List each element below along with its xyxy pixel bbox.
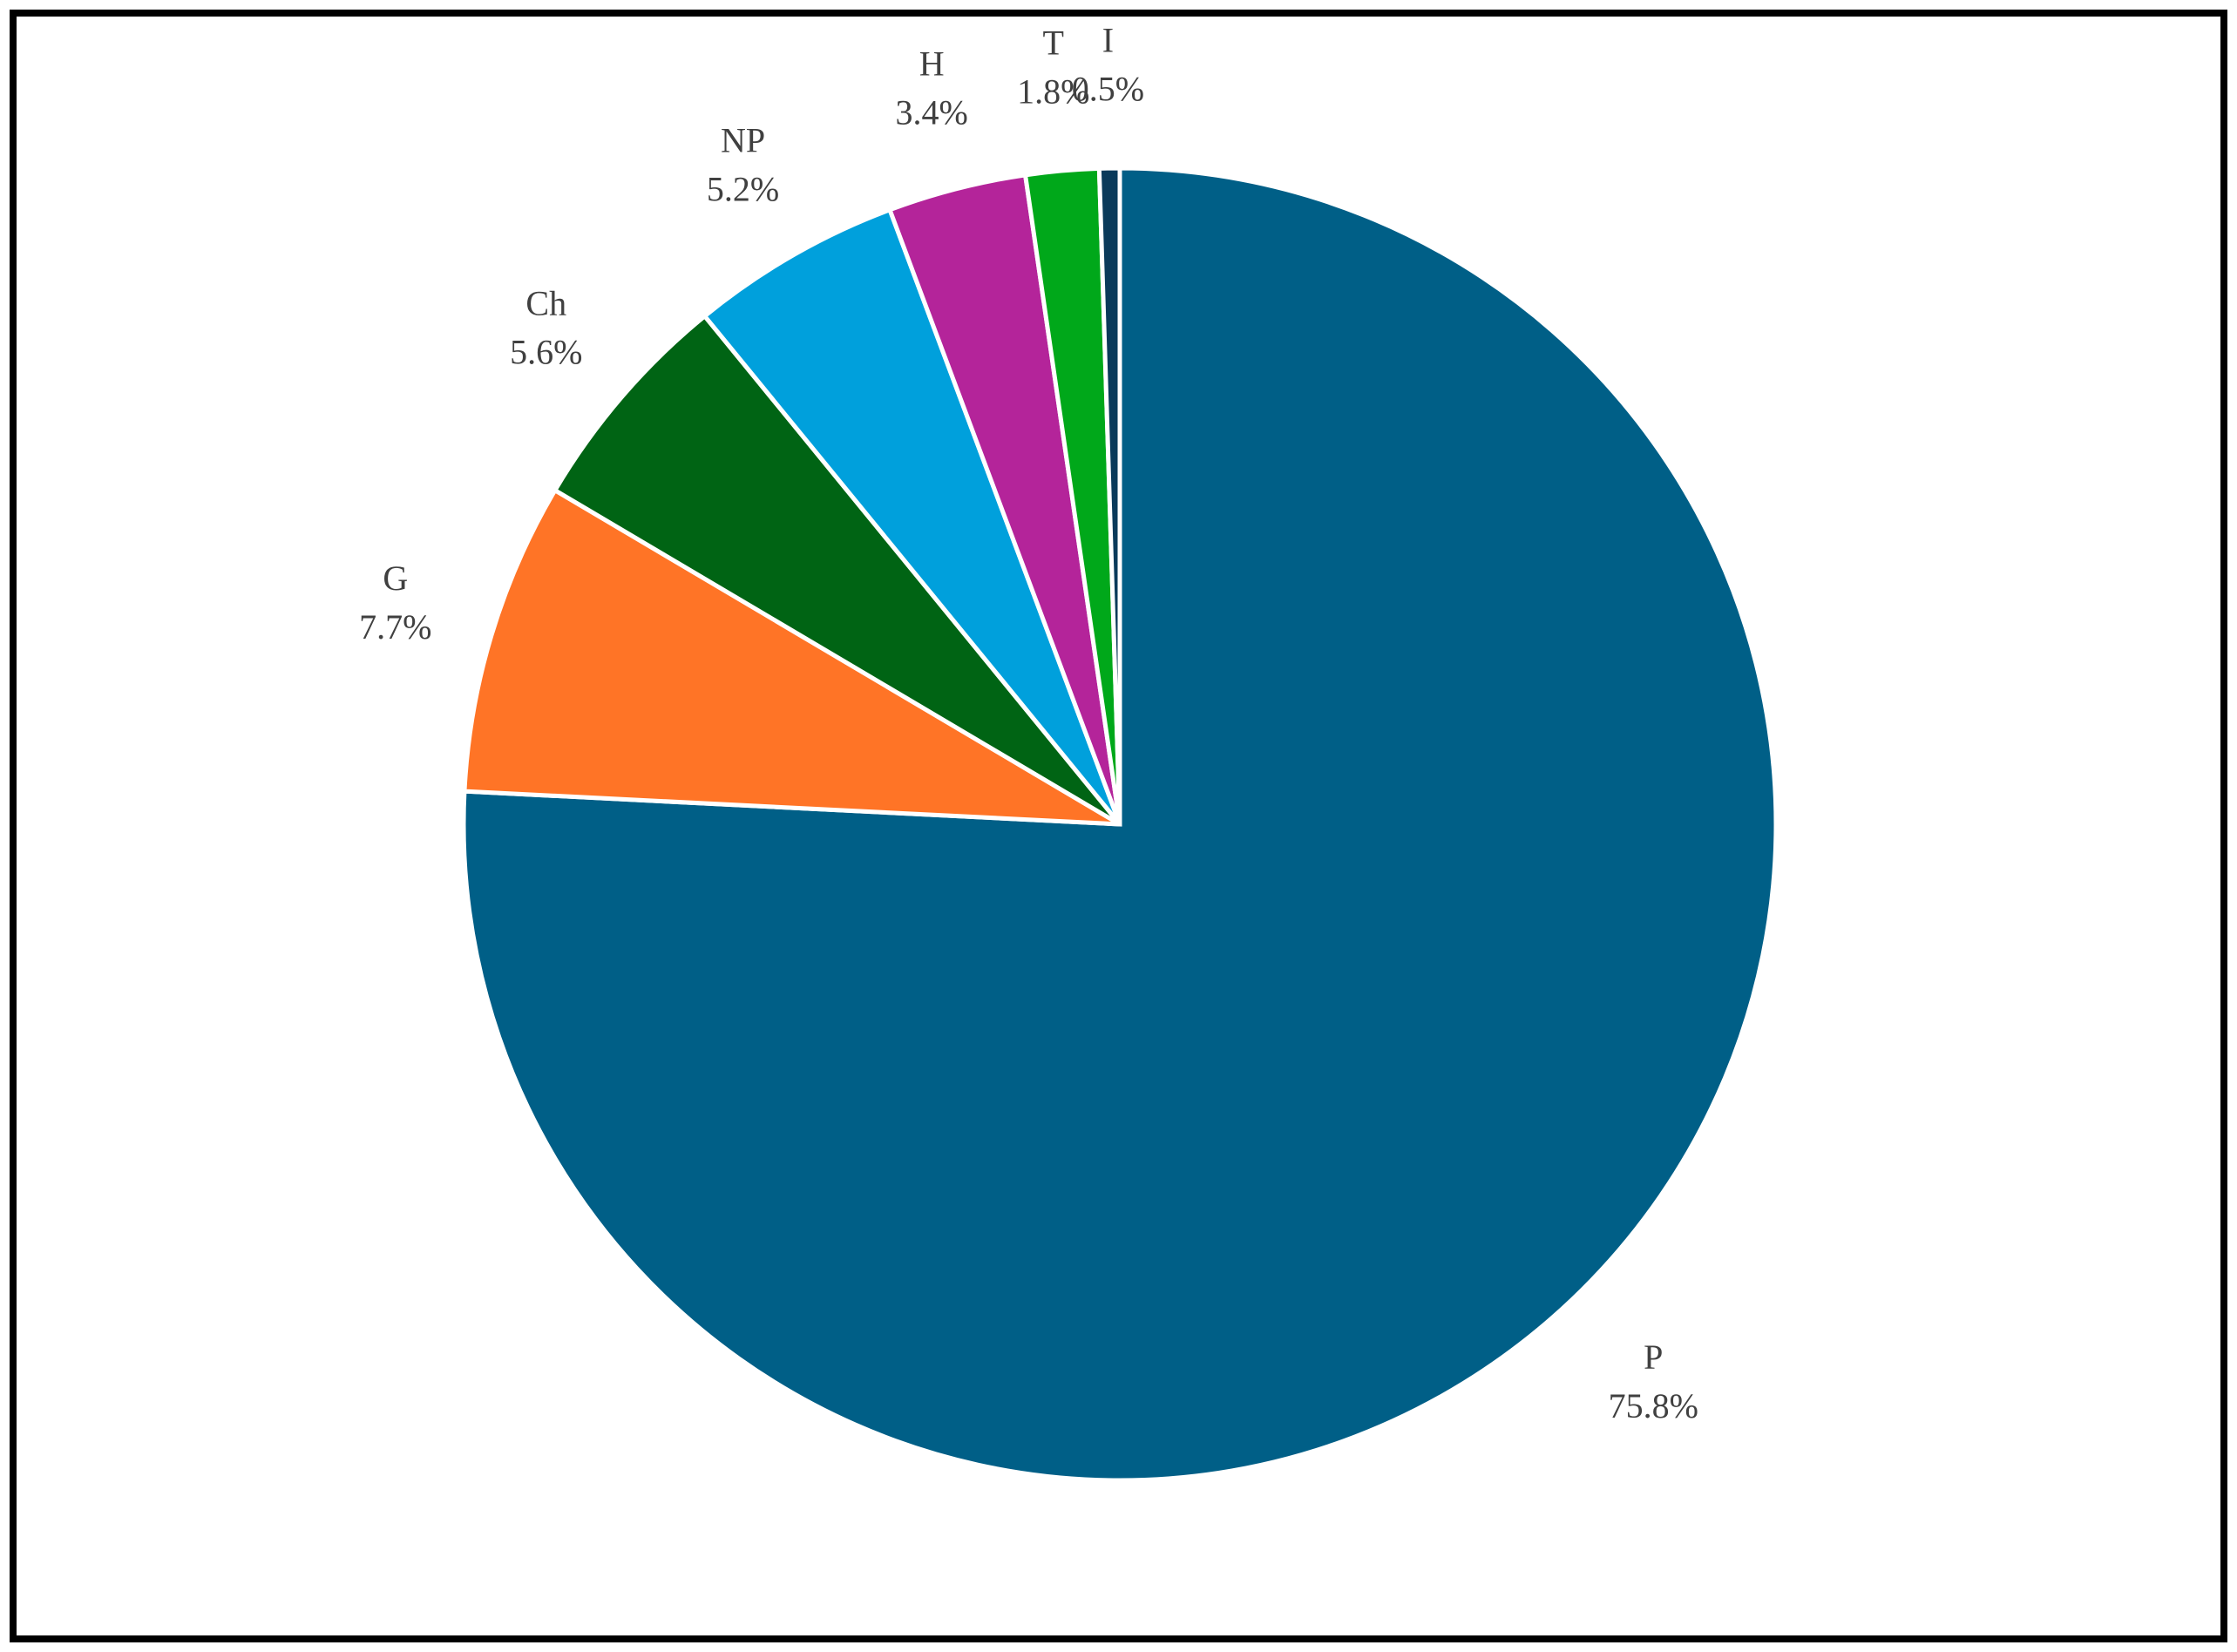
slice-value-label: 1.8% — [1017, 72, 1089, 112]
slice-label: I — [1102, 20, 1114, 59]
slice-label: H — [919, 44, 945, 83]
slice-label: NP — [721, 121, 765, 160]
pie-slice — [462, 487, 1122, 827]
slice-label: Ch — [525, 283, 566, 322]
slice-label: G — [383, 559, 408, 598]
slice-label: P — [1644, 1337, 1663, 1377]
slice-value-label: 75.8% — [1609, 1386, 1698, 1425]
slice-label: T — [1043, 24, 1064, 63]
slice-value-label: 5.2% — [707, 170, 779, 209]
slice-value-label: 0.5% — [1072, 69, 1144, 108]
slice-value-label: 5.6% — [510, 332, 582, 371]
pie-slice — [1096, 166, 1122, 825]
slice-value-label: 3.4% — [895, 92, 967, 132]
pie-slice — [702, 206, 1122, 826]
slice-value-label: 7.7% — [359, 607, 431, 647]
pie-slice — [552, 313, 1122, 827]
